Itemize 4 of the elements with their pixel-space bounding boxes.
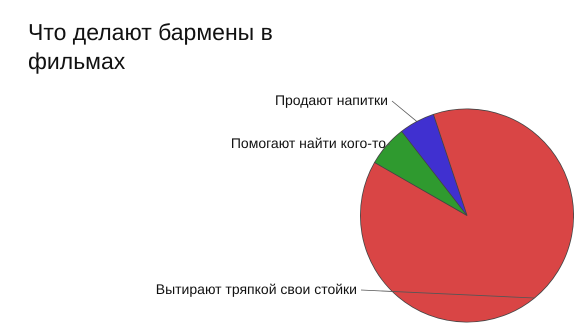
slice-label: Продают напитки bbox=[274, 92, 388, 108]
slice-label: Помогают найти кого-то bbox=[230, 134, 386, 151]
slice-label: Вытирают тряпкой свои стойки bbox=[156, 280, 357, 297]
chart-title: Что делают бармены в фильмах bbox=[28, 18, 274, 76]
